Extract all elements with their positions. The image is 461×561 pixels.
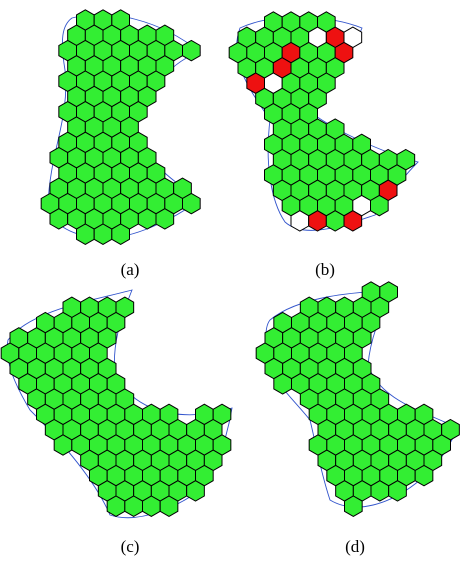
hex-cell [137,208,157,230]
hex-cell [53,434,73,456]
panel-c-caption: (c) [121,537,140,556]
panel-c-cells [0,296,232,517]
panel-a-cells [40,9,201,245]
panel-b: (b) [228,11,419,279]
hex-cell [155,208,175,230]
hex-cell [273,373,292,395]
hex-cell [182,39,201,62]
hex-cell [159,495,179,517]
panel-a: (a) [40,9,201,279]
hex-cell [142,495,161,517]
panel-d-cells [255,281,460,517]
panel-b-cells [228,11,416,232]
hex-cell [93,223,113,245]
hex-cell [344,495,363,517]
panel-b-caption: (b) [315,260,335,279]
hex-cell [124,495,143,517]
hex-cell-red [343,210,363,232]
hex-cell [370,480,390,502]
hex-cell [388,480,407,502]
hex-cell [106,495,126,517]
hex-cell [414,464,434,487]
panel-d-caption: (d) [345,537,365,556]
hex-cell [370,194,389,217]
hex-cell-empty [290,210,310,232]
hex-cell [325,210,345,232]
panel-a-caption: (a) [121,260,140,279]
hex-cell [182,192,201,215]
panel-c: (c) [0,289,233,556]
hex-cell [111,223,130,245]
hex-cell [49,208,69,230]
panel-d: (d) [255,281,460,556]
hex-cell-red [308,210,327,232]
hex-cell [76,223,95,245]
hex-cell [186,480,205,502]
